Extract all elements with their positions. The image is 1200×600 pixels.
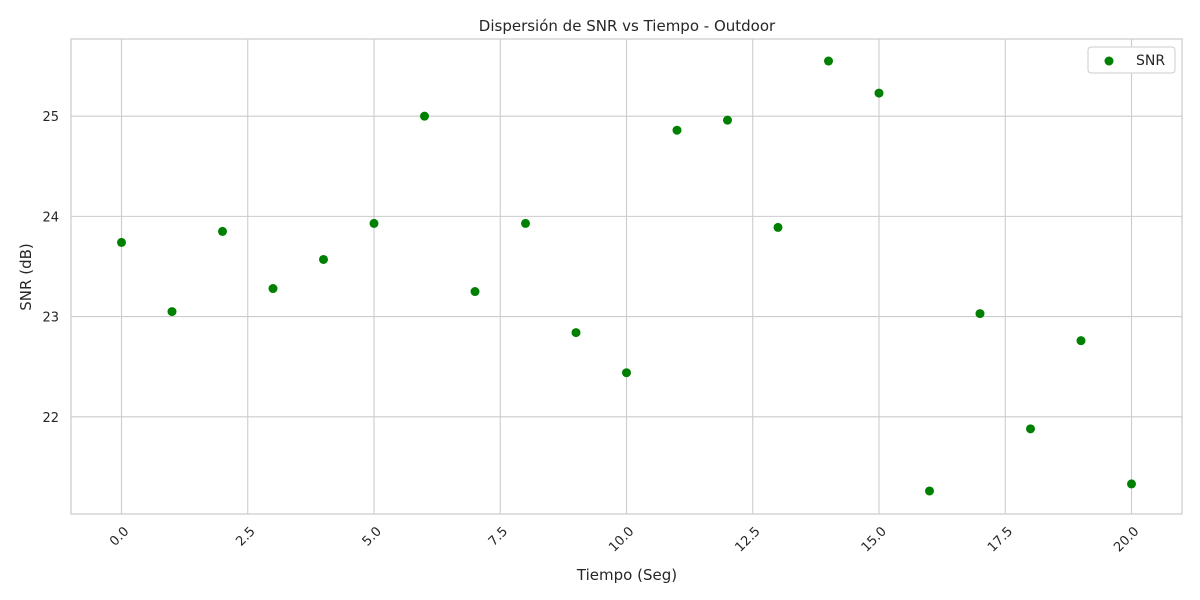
data-point — [420, 111, 429, 121]
y-axis-ticks: 22 23 24 25 — [42, 110, 59, 426]
data-point — [167, 307, 177, 317]
y-axis-label: SNR (dB) — [17, 243, 35, 310]
data-points — [117, 56, 1136, 496]
data-point — [874, 88, 884, 98]
data-point — [369, 218, 379, 228]
data-point — [117, 237, 126, 247]
data-point — [470, 287, 480, 297]
y-tick-label: 23 — [42, 311, 59, 326]
data-point — [218, 226, 227, 236]
data-point — [521, 218, 530, 228]
data-point — [268, 284, 278, 294]
y-tick-label: 24 — [42, 210, 59, 225]
data-point — [672, 125, 682, 135]
y-tick-label: 25 — [42, 110, 59, 125]
data-point — [975, 309, 985, 319]
data-point — [319, 254, 328, 264]
legend: SNR — [1087, 46, 1176, 74]
chart-title: Dispersión de SNR vs Tiempo - Outdoor — [479, 17, 776, 35]
data-point — [1026, 424, 1035, 434]
data-point — [1127, 479, 1136, 489]
data-point — [824, 56, 833, 66]
legend-box — [1087, 46, 1176, 74]
data-point — [723, 115, 732, 125]
data-point — [925, 486, 934, 496]
data-point — [622, 368, 631, 378]
legend-label-snr: SNR — [1136, 53, 1165, 69]
data-point — [571, 328, 581, 338]
x-axis-label: Tiempo (Seg) — [576, 566, 677, 584]
legend-marker — [1104, 56, 1114, 66]
y-tick-label: 22 — [42, 411, 59, 426]
data-point — [1076, 336, 1086, 346]
data-point — [773, 222, 783, 232]
grid-lines — [71, 39, 1182, 514]
plot-frame — [70, 38, 1183, 515]
